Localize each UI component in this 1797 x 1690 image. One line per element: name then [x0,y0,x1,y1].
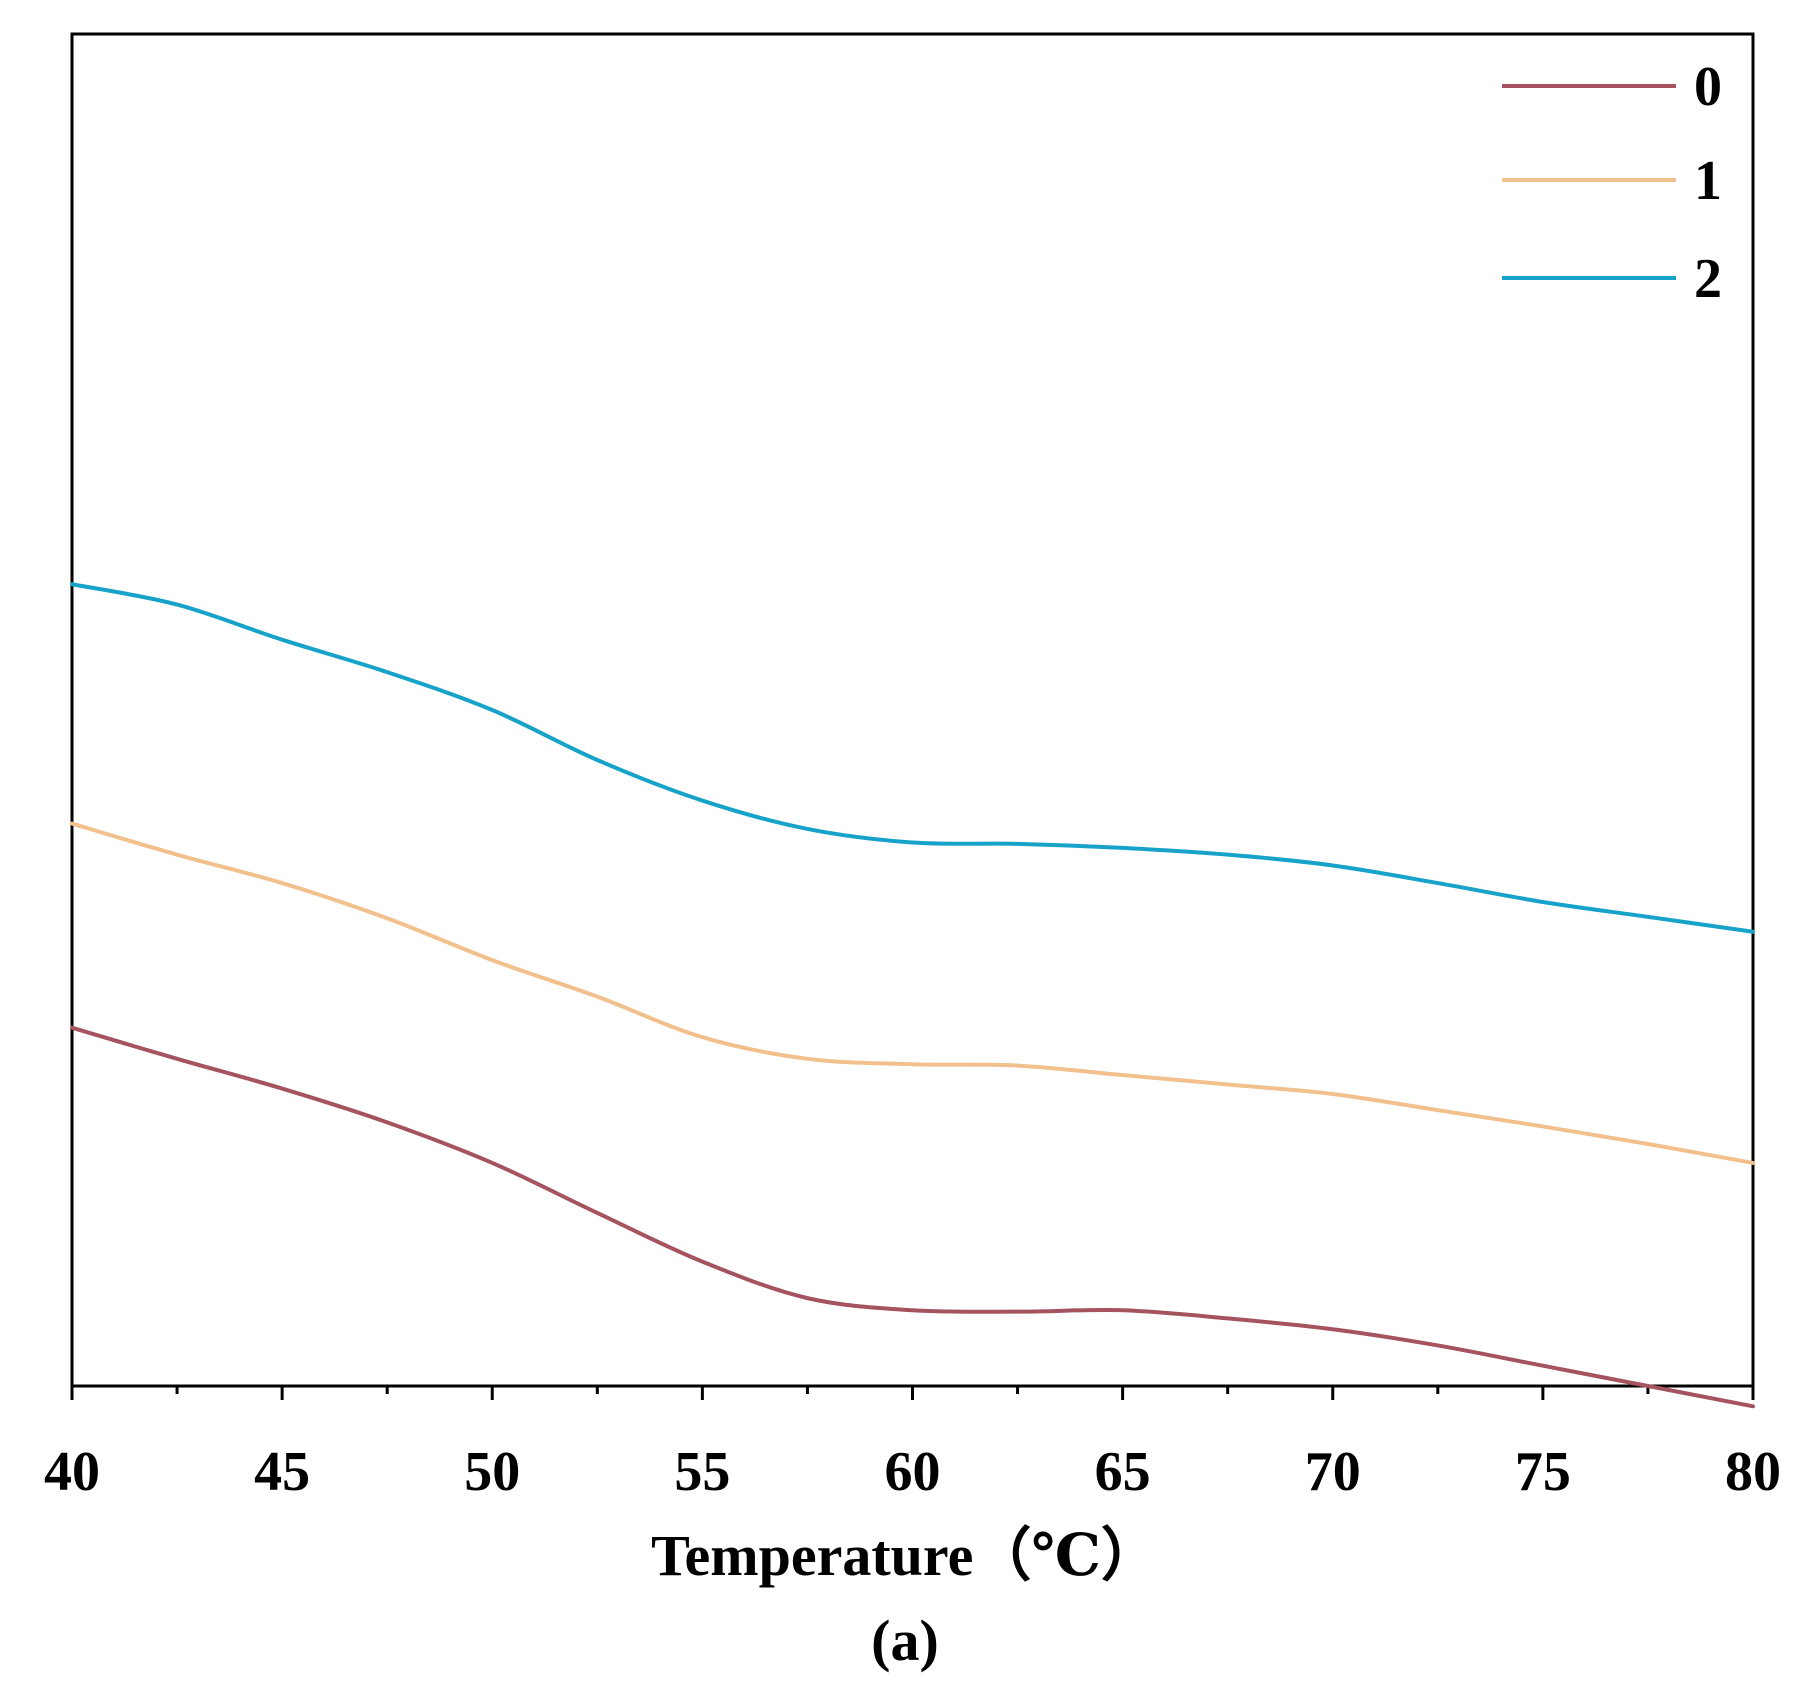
series-line-2 [70,582,1755,934]
x-axis-title: Temperature（℃） [651,1523,1159,1588]
x-tick-label: 55 [674,1441,730,1503]
panel-label: (a) [871,1608,939,1673]
x-tick-label: 65 [1095,1441,1151,1503]
legend-label-2: 2 [1694,248,1722,310]
x-tick-label: 70 [1305,1441,1361,1503]
x-tick-label: 40 [44,1441,100,1503]
x-axis-tick-labels: 40 45 50 55 60 65 70 75 80 [44,1441,1781,1503]
x-axis-ticks [70,1386,1755,1400]
x-tick-label: 50 [464,1441,520,1503]
x-tick-label: 60 [885,1441,941,1503]
legend-label-0: 0 [1694,56,1722,118]
x-tick-label: 75 [1515,1441,1571,1503]
series-lines [70,582,1755,1409]
series-line-1 [70,821,1755,1165]
x-tick-label: 80 [1725,1441,1781,1503]
plot-frame [70,32,1755,1388]
series-line-0 [70,1025,1755,1409]
legend-label-1: 1 [1694,150,1722,212]
x-tick-label: 45 [254,1441,310,1503]
legend: 0 1 2 [1502,56,1722,310]
